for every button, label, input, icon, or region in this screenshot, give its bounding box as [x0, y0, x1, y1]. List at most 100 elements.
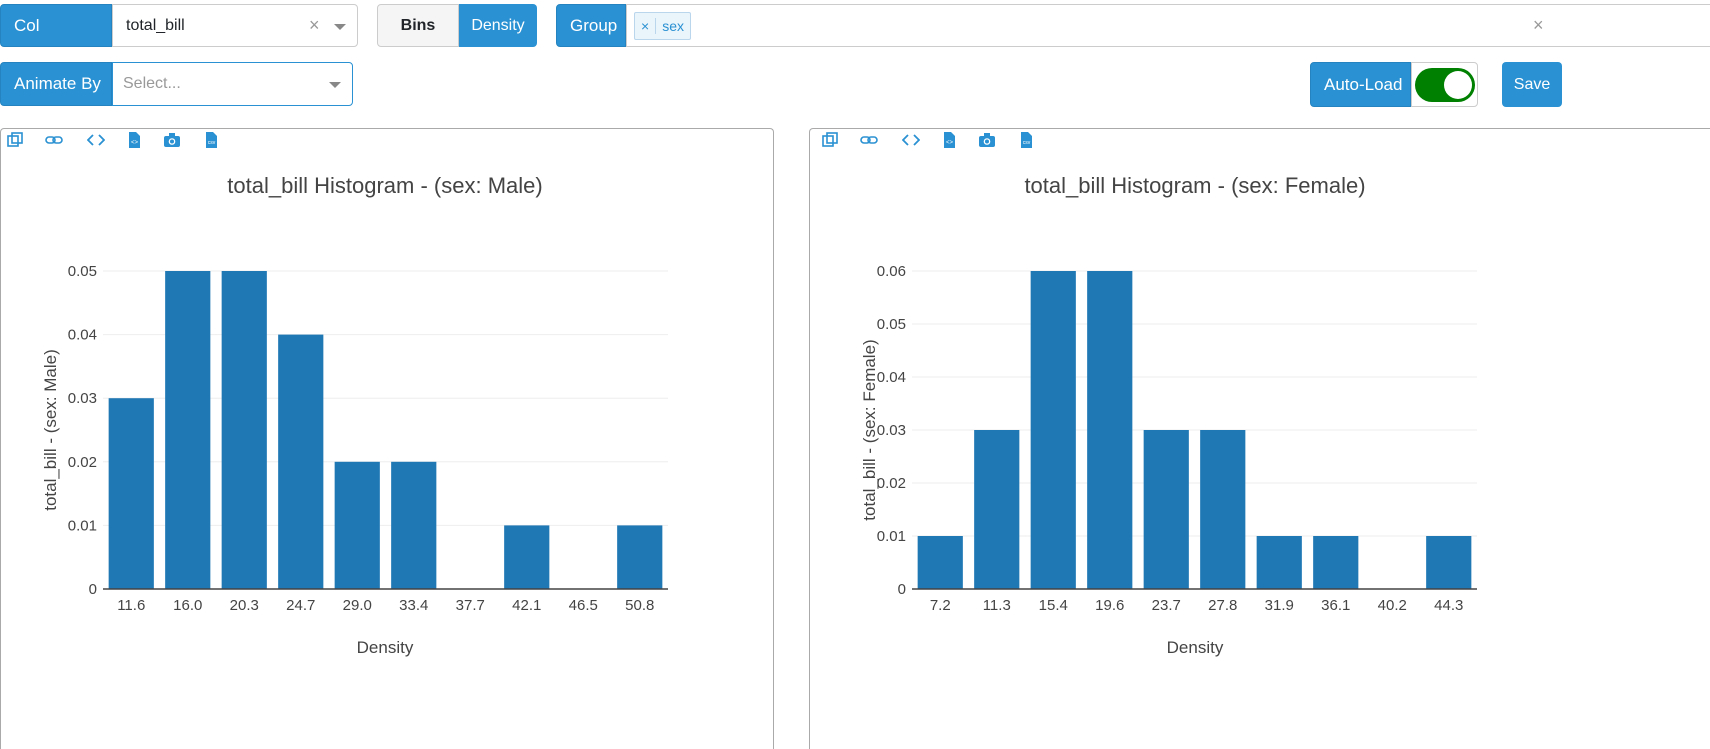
- histogram-male: total_bill Histogram - (sex: Male) 0 0.01 0…: [41, 173, 668, 657]
- bar: [334, 461, 380, 589]
- x-tick-label: 31.9: [1265, 597, 1294, 614]
- x-tick-label: 16.0: [173, 597, 202, 614]
- x-tick-label: 19.6: [1095, 597, 1124, 614]
- bins-label: Bins: [400, 16, 436, 34]
- x-tick-label: 11.6: [117, 597, 145, 614]
- bar: [108, 398, 154, 589]
- bar: [391, 461, 437, 589]
- svg-text:<>: <>: [946, 140, 954, 146]
- tag-label: sex: [662, 17, 684, 34]
- code-icon[interactable]: [902, 131, 920, 149]
- x-tick-label: 20.3: [230, 597, 259, 614]
- animate-placeholder: Select...: [123, 75, 181, 92]
- camera-icon[interactable]: [163, 131, 181, 149]
- bar: [1313, 536, 1359, 589]
- chevron-down-icon[interactable]: [334, 24, 346, 30]
- clear-icon[interactable]: ×: [309, 15, 320, 35]
- group-label-text: Group: [570, 15, 618, 35]
- bar: [1426, 536, 1472, 589]
- y-tick-label: 0.02: [877, 475, 906, 492]
- clear-all-icon[interactable]: ×: [1533, 15, 1544, 35]
- x-tick-label: 33.4: [399, 597, 428, 614]
- csv-icon[interactable]: csv: [1017, 131, 1035, 149]
- x-tick-label: 50.8: [625, 597, 654, 614]
- y-axis-label: total_bill - (sex: Female): [860, 339, 879, 520]
- y-tick-label: 0.05: [68, 263, 97, 280]
- save-label: Save: [1513, 75, 1551, 93]
- bar: [1030, 271, 1076, 589]
- link-icon[interactable]: [860, 131, 878, 149]
- bar: [1256, 536, 1302, 589]
- copy-icon[interactable]: [821, 131, 839, 149]
- x-tick-label: 11.3: [983, 597, 1011, 614]
- chart-title: total_bill Histogram - (sex: Male): [227, 173, 542, 198]
- y-tick-label: 0.01: [68, 517, 97, 534]
- svg-text:csv: csv: [1023, 140, 1031, 146]
- animate-select[interactable]: Select...: [112, 62, 353, 106]
- col-select-value: total_bill: [126, 16, 185, 34]
- x-axis-label: Density: [357, 638, 414, 657]
- toggle-track: [1415, 68, 1475, 102]
- camera-icon[interactable]: [978, 131, 996, 149]
- save-button[interactable]: Save: [1502, 62, 1562, 107]
- file-code-icon[interactable]: <>: [940, 131, 958, 149]
- x-tick-label: 29.0: [343, 597, 372, 614]
- x-tick-label: 46.5: [569, 597, 598, 614]
- x-tick-label: 23.7: [1152, 597, 1181, 614]
- bar: [165, 271, 211, 589]
- y-tick-label: 0.06: [877, 263, 906, 280]
- col-label: Col: [0, 4, 112, 47]
- bar: [278, 334, 324, 589]
- copy-icon[interactable]: [6, 131, 24, 149]
- histogram-female: total_bill Histogram - (sex: Female) 0 0.0…: [860, 173, 1477, 657]
- svg-text:<>: <>: [131, 140, 139, 146]
- bar: [221, 271, 267, 589]
- svg-text:csv: csv: [208, 140, 216, 146]
- chart-panel-male: [0, 128, 774, 749]
- y-tick-label: 0.05: [877, 316, 906, 333]
- autoload-label: Auto-Load: [1310, 62, 1411, 107]
- group-select[interactable]: × sex ×: [626, 4, 1710, 47]
- chevron-down-icon[interactable]: [329, 82, 341, 88]
- x-tick-label: 37.7: [456, 597, 485, 614]
- file-code-icon[interactable]: <>: [125, 131, 143, 149]
- bins-button[interactable]: Bins: [377, 4, 459, 47]
- x-tick-label: 27.8: [1208, 597, 1237, 614]
- code-icon[interactable]: [87, 131, 105, 149]
- autoload-toggle[interactable]: [1411, 62, 1478, 107]
- col-label-text: Col: [14, 15, 40, 35]
- density-button[interactable]: Density: [459, 4, 537, 47]
- y-tick-label: 0.01: [877, 528, 906, 545]
- bar: [1200, 430, 1246, 589]
- bar: [917, 536, 963, 589]
- group-label: Group: [556, 4, 626, 47]
- chart-panel-female: [809, 128, 1710, 749]
- x-tick-label: 24.7: [286, 597, 315, 614]
- autoload-label-text: Auto-Load: [1324, 74, 1403, 94]
- x-tick-label: 36.1: [1321, 597, 1350, 614]
- animate-label: Animate By: [0, 62, 112, 106]
- bar: [617, 525, 663, 589]
- group-tag[interactable]: × sex: [634, 11, 691, 40]
- toggle-knob: [1444, 71, 1472, 99]
- bar: [1143, 430, 1189, 589]
- csv-icon[interactable]: csv: [202, 131, 220, 149]
- animate-label-text: Animate By: [14, 74, 101, 93]
- x-tick-label: 7.2: [930, 597, 951, 614]
- y-tick-label: 0: [89, 581, 97, 598]
- y-tick-label: 0.03: [68, 390, 97, 407]
- col-select[interactable]: total_bill ×: [112, 4, 358, 47]
- y-tick-label: 0: [898, 581, 906, 598]
- y-tick-label: 0.04: [877, 369, 906, 386]
- bar: [974, 430, 1020, 589]
- link-icon[interactable]: [45, 131, 63, 149]
- x-tick-label: 15.4: [1039, 597, 1068, 614]
- y-tick-label: 0.02: [68, 454, 97, 471]
- bar: [1087, 271, 1133, 589]
- y-axis-label: total_bill - (sex: Male): [41, 349, 60, 511]
- x-tick-label: 44.3: [1434, 597, 1463, 614]
- chart-title: total_bill Histogram - (sex: Female): [1024, 173, 1365, 198]
- x-tick-label: 40.2: [1378, 597, 1407, 614]
- tag-remove-icon[interactable]: ×: [635, 17, 657, 34]
- bar: [504, 525, 550, 589]
